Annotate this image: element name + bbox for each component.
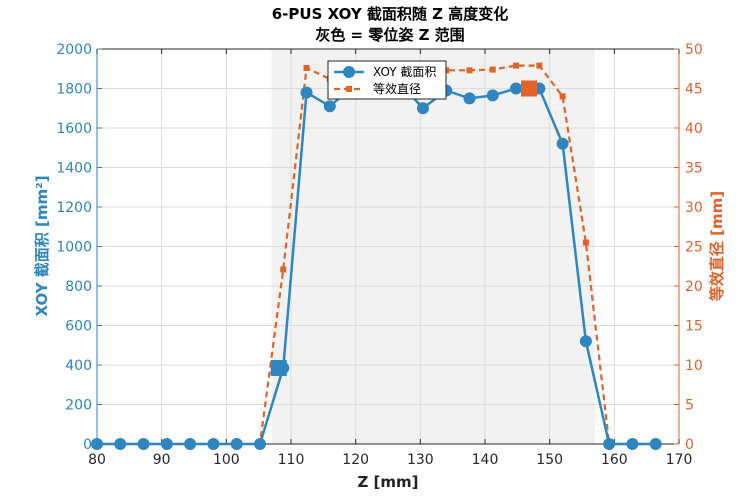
data-point-equivalent-diameter [489,66,496,73]
chart-title: 6-PUS XOY 截面积随 Z 高度变化 [272,5,509,23]
x-tick-label: 150 [536,452,563,468]
y-tick-label-left: 1400 [56,161,92,177]
data-point-equivalent-diameter [536,62,543,69]
x-axis-title: Z [mm] [357,473,418,491]
y-tick-label-left: 600 [65,319,92,335]
x-tick-label: 170 [666,452,693,468]
data-point-cross-section-area [603,438,616,450]
y-axis-title-left: XOY 截面积 [mm²] [33,175,51,316]
data-point-cross-section-area [649,438,662,450]
y-tick-label-right: 15 [685,319,703,335]
tick-label-layer: 80 90 100 110 120 130 140 150 160 170020040060080… [56,42,702,468]
y-tick-label-right: 35 [685,161,703,177]
y-tick-label-right: 10 [685,358,703,374]
y-tick-label-right: 5 [685,398,694,414]
y-axis-title-right: 等效直径 [mm] [708,191,726,301]
data-point-cross-section-area [556,137,569,150]
data-point-cross-section-area [253,438,266,450]
y-tick-label-right: 45 [685,82,703,98]
data-point-equivalent-diameter [513,62,520,69]
y-tick-label-left: 1600 [56,121,92,137]
data-point-cross-section-area [323,100,336,113]
y-tick-label-right: 30 [685,200,703,216]
y-tick-label-left: 1800 [56,82,92,98]
y-tick-label-right: 25 [685,240,703,256]
data-point-cross-section-area [579,335,592,348]
data-point-equivalent-diameter [466,67,473,74]
y-tick-label-right: 50 [685,42,703,58]
data-point-cross-section-area [486,89,499,102]
data-point-cross-section-area [416,102,429,115]
legend-marker-equivalent-diameter [346,86,352,92]
x-tick-label: 120 [342,452,369,468]
data-point-cross-section-area [300,86,313,99]
legend-label-equivalent-diameter: 等效直径 [373,81,421,96]
data-point-cross-section-area [207,438,220,450]
highlight-upper-bound-marker [520,80,537,97]
y-tick-label-right: 0 [685,437,694,453]
chart-subtitle: 灰色 = 零位姿 Z 范围 [315,26,464,44]
data-point-cross-section-area [137,438,150,450]
legend-marker-cross-section-area [343,66,355,78]
y-tick-label-left: 0 [83,437,92,453]
data-point-cross-section-area [184,438,197,450]
highlight-lower-bound-marker [270,359,287,376]
data-point-equivalent-diameter [280,266,287,273]
data-point-cross-section-area [626,438,639,450]
x-tick-label: 140 [472,452,499,468]
data-point-cross-section-area [230,438,243,450]
data-point-equivalent-diameter [303,64,310,71]
x-tick-label: 80 [88,452,106,468]
y-tick-label-left: 1000 [56,240,92,256]
y-tick-label-left: 2000 [56,42,92,58]
y-tick-label-left: 1200 [56,200,92,216]
data-point-cross-section-area [510,82,523,95]
data-point-cross-section-area [160,438,173,450]
y-tick-label-right: 20 [685,279,703,295]
y-tick-label-left: 800 [65,279,92,295]
x-tick-label: 90 [153,452,171,468]
x-tick-label: 160 [601,452,628,468]
data-point-equivalent-diameter [559,93,566,100]
y-tick-label-right: 40 [685,121,703,137]
y-tick-label-left: 200 [65,398,92,414]
x-tick-label: 130 [407,452,434,468]
data-point-cross-section-area [114,438,127,450]
x-tick-label: 110 [278,452,305,468]
data-point-cross-section-area [91,438,103,450]
legend-label-cross-section-area: XOY 截面积 [373,65,436,79]
x-tick-label: 100 [213,452,240,468]
data-point-equivalent-diameter [582,239,589,246]
data-point-cross-section-area [463,92,476,105]
y-tick-label-left: 400 [65,358,92,374]
